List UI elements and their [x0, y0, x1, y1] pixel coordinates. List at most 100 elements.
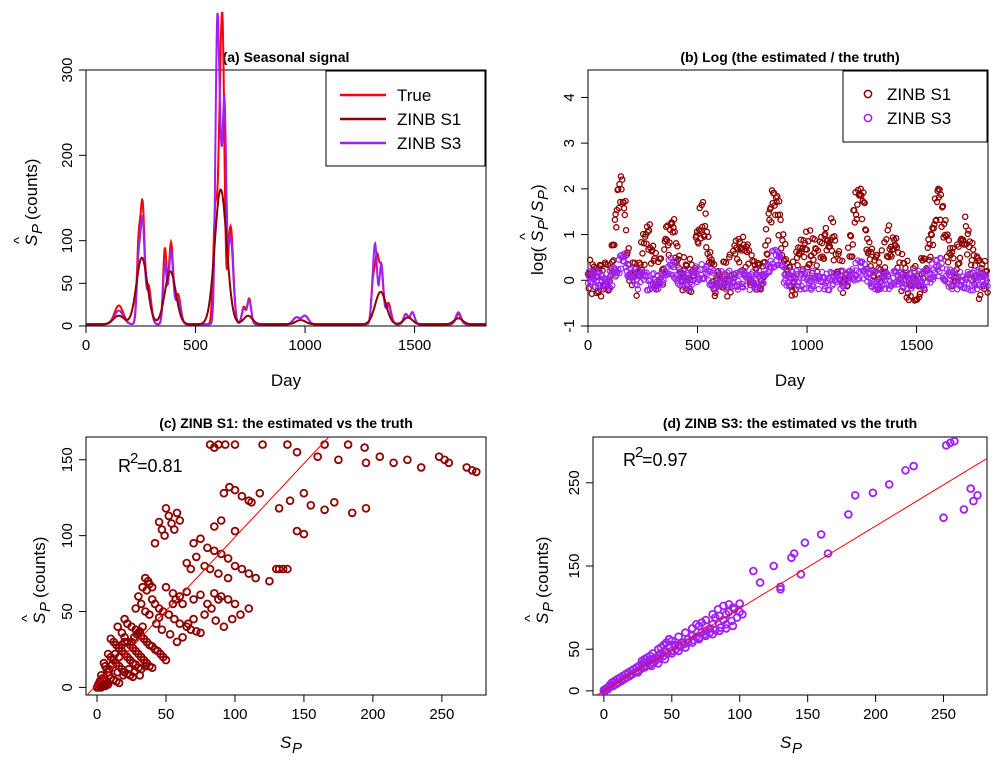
point-zinb-s1 [862, 227, 870, 234]
point-zinb-s3 [718, 268, 725, 275]
scatter-point [230, 599, 240, 609]
scatter-point [170, 614, 179, 624]
point-zinb-s1 [748, 252, 755, 259]
point-zinb-s1 [671, 228, 678, 236]
point-zinb-s1 [705, 233, 712, 241]
point-zinb-s1 [806, 260, 813, 268]
panel-c-x-ticks: 0 50 100 150 200 250 [93, 695, 454, 723]
point-zinb-s1 [644, 228, 652, 236]
point-zinb-s1 [604, 261, 611, 269]
point-zinb-s1 [806, 227, 814, 234]
y-tick-label: 50 [566, 641, 583, 658]
x-tick-label: 0 [82, 337, 90, 354]
point-zinb-s1 [830, 256, 838, 264]
point-zinb-s1 [779, 231, 787, 238]
point-zinb-s1 [657, 255, 665, 262]
scatter-point [192, 626, 201, 636]
scatter-point [145, 610, 154, 619]
point-zinb-s1 [907, 292, 914, 300]
panel-d: (d) ZINB S3: the estimated vs the truth … [522, 415, 988, 757]
scatter-point [361, 458, 371, 468]
scatter-point [147, 582, 157, 592]
panel-b: (b) Log (the estimated / the truth) -1 0 1… [517, 49, 991, 390]
panel-d-r2-sup: 2 [635, 444, 643, 461]
point-zinb-s1 [616, 180, 623, 188]
point-zinb-s3 [634, 282, 641, 289]
point-zinb-s1 [693, 232, 700, 239]
point-zinb-s3 [802, 268, 809, 275]
point-zinb-s1 [643, 240, 650, 247]
panel-a-lines [86, 11, 486, 326]
point-zinb-s1 [928, 231, 935, 239]
point-zinb-s1 [835, 248, 843, 255]
point-zinb-s1 [820, 255, 828, 262]
point-zinb-s1 [703, 244, 710, 251]
panel-c-title: (c) ZINB S1: the estimated vs the truth [159, 415, 413, 431]
point-zinb-s1 [829, 218, 837, 226]
point-zinb-s1 [662, 235, 669, 243]
point-zinb-s1 [927, 253, 934, 261]
panel-d-r2-label: R [623, 450, 636, 470]
point-zinb-s1 [878, 247, 886, 254]
scatter-point [375, 452, 385, 462]
point-zinb-s1 [618, 186, 625, 193]
point-zinb-s1 [847, 232, 855, 240]
point-zinb-s1 [875, 259, 883, 266]
point-zinb-s1 [961, 213, 969, 220]
point-zinb-s3 [904, 286, 911, 293]
point-zinb-s3 [864, 265, 872, 272]
point-zinb-s1 [887, 251, 894, 259]
scatter-point [939, 513, 948, 522]
point-zinb-s3 [660, 276, 667, 284]
point-zinb-s3 [688, 281, 696, 288]
scatter-point [681, 643, 690, 652]
panel-b-x-axis-label: Day [775, 371, 806, 390]
point-zinb-s3 [748, 275, 755, 282]
point-zinb-s1 [768, 218, 775, 226]
scatter-point [164, 610, 174, 619]
panel-d-x-label-sub: P [792, 740, 802, 757]
scatter-point [196, 628, 205, 638]
point-zinb-s3 [971, 267, 978, 274]
point-zinb-s1 [706, 248, 714, 256]
scatter-point [207, 604, 216, 613]
y-tick-label: 50 [59, 275, 76, 292]
point-zinb-s1 [722, 259, 730, 266]
x-tick-label: 100 [727, 706, 752, 723]
point-zinb-s1 [789, 258, 797, 265]
point-zinb-s3 [875, 276, 882, 283]
point-zinb-s1 [660, 246, 668, 253]
scatter-point [278, 564, 288, 574]
point-zinb-s1 [618, 176, 626, 183]
scatter-point [161, 582, 171, 592]
point-zinb-s3 [594, 277, 601, 284]
scatter-point [200, 610, 209, 619]
point-zinb-s3 [776, 253, 784, 260]
scatter-point [230, 485, 240, 495]
panel-b-frame [587, 69, 989, 327]
point-zinb-s1 [597, 293, 605, 300]
point-zinb-s1 [727, 289, 734, 296]
scatter-point [131, 604, 141, 613]
scatter-point [299, 529, 309, 539]
point-zinb-s1 [977, 291, 984, 299]
x-tick-label: 50 [158, 706, 175, 723]
point-zinb-s1 [622, 197, 629, 205]
scatter-point [283, 440, 292, 449]
y-tick-label: 0 [566, 687, 583, 695]
point-zinb-s3 [826, 287, 833, 294]
point-zinb-s3 [864, 278, 871, 285]
point-zinb-s3 [849, 266, 856, 273]
point-zinb-s1 [791, 291, 799, 298]
scatter-point [221, 440, 230, 449]
panel-d-title: (d) ZINB S3: the estimated vs the truth [663, 415, 917, 431]
point-zinb-s1 [858, 215, 866, 223]
point-zinb-s1 [762, 242, 769, 249]
point-zinb-s3 [793, 267, 800, 275]
point-zinb-s1 [873, 251, 881, 259]
point-zinb-s3 [965, 271, 972, 278]
point-zinb-s1 [649, 242, 657, 250]
y-tick-label: 300 [59, 57, 76, 82]
scatter-point [230, 440, 240, 449]
scatter-point [223, 595, 233, 604]
